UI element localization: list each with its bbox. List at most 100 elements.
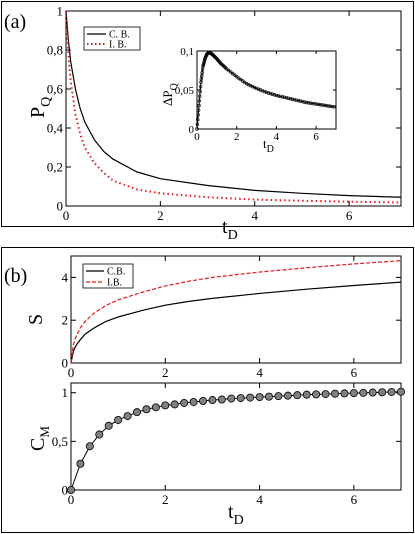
cm-marker: [180, 398, 189, 407]
inset-marker: [310, 101, 314, 106]
panel-a-axes-box: [65, 10, 402, 207]
inset-marker: [328, 104, 332, 108]
cm-marker: [359, 388, 368, 397]
inset-marker: [250, 84, 255, 89]
cm-curve: [70, 391, 402, 491]
cm-marker: [161, 401, 170, 410]
cm-marker: [132, 408, 141, 417]
cm-marker: [85, 442, 94, 451]
inset-marker: [198, 89, 202, 94]
panel-a-inset: 0 2 4 6 0 0,05 0,1: [175, 46, 337, 143]
legend-b-ib-label: I.B.: [107, 278, 122, 289]
panel-b-bottom-axes-box: [70, 382, 402, 491]
panel-b-top-xtick-label: 2: [162, 365, 169, 380]
cm-marker: [274, 392, 283, 401]
panel-b-top-xtick-label: 6: [351, 365, 358, 380]
inset-marker: [298, 99, 302, 103]
inset-marker: [199, 80, 203, 84]
inset-marker: [202, 61, 206, 66]
cm-marker: [217, 395, 226, 404]
inset-marker: [199, 77, 204, 81]
panel-b-bottom-xtick-label: 0: [68, 492, 75, 507]
panel-a-xtick-label: 4: [251, 208, 258, 223]
cm-marker: [151, 403, 160, 412]
panel-b-top-axes-box: [70, 255, 402, 364]
cm-marker: [198, 396, 207, 405]
cm-marker: [123, 412, 132, 421]
cm-marker: [208, 396, 217, 405]
cm-marker: [114, 415, 123, 424]
panel-b-bottom-xtick-label: 6: [351, 492, 358, 507]
panel-a-xtick-label: 2: [157, 208, 164, 223]
panel-b-xlabel: tD: [228, 501, 244, 528]
cm-marker: [104, 421, 113, 430]
panel-a-frame: [1, 1, 414, 227]
inset-marker: [266, 91, 271, 95]
inset-marker: [302, 100, 306, 104]
cm-marker: [67, 485, 76, 494]
inset-marker: [288, 97, 293, 101]
cm-marker: [95, 430, 104, 439]
inset-marker: [276, 94, 281, 98]
inset-marker: [196, 117, 200, 122]
entropy-ib-curve: [70, 260, 402, 364]
inset-marker: [280, 95, 285, 99]
cm-marker: [76, 459, 85, 468]
cm-marker: [396, 387, 405, 396]
inset-marker: [306, 101, 310, 105]
cm-marker: [283, 391, 292, 400]
inset-ytick-label: 0,1: [180, 46, 194, 58]
panel-b-legend: C.B. I.B.: [82, 263, 134, 289]
inset-marker: [330, 104, 334, 109]
panel-b-bottom-xtick-label: 2: [162, 492, 169, 507]
panel-b-bottom-ytick-label: 0: [62, 483, 69, 498]
panel-b-top-ytick-label: 2: [62, 313, 69, 328]
panel-a-ytick-label: 0,6: [47, 82, 64, 97]
inset-marker: [244, 82, 249, 86]
entropy-cb-curve: [70, 281, 402, 364]
inset-marker: [258, 88, 263, 92]
panel-b-top-xtick-label: 0: [68, 365, 75, 380]
inset-background: [197, 51, 336, 129]
inset-marker: [202, 60, 206, 64]
inset-marker: [272, 93, 277, 97]
inset-marker: [316, 102, 320, 107]
inset-marker: [308, 101, 312, 105]
panel-b-top-ytick-label: 0: [62, 356, 69, 371]
inset-marker: [296, 98, 300, 103]
inset-marker: [254, 86, 259, 91]
cm-marker: [312, 390, 321, 399]
inset-xtick-label: 4: [274, 131, 280, 143]
inset-marker: [201, 64, 205, 69]
panel-b-bottom-ylabel: CM: [27, 426, 52, 451]
cm-marker: [293, 391, 302, 400]
cm-marker: [264, 392, 273, 401]
legend-ib-label: I. B.: [109, 40, 127, 51]
cm-marker: [142, 405, 151, 414]
cm-marker: [255, 393, 264, 402]
panel-b-bottom-ytick-label: 1: [62, 385, 69, 400]
inset-marker: [196, 113, 200, 117]
inset-marker: [264, 90, 269, 95]
cm-marker: [340, 389, 349, 398]
panel-b-top-plot: 0 2 4 6 0 2 4: [62, 255, 402, 380]
inset-marker: [197, 103, 201, 108]
panel-b-top-xtick-label: 4: [256, 365, 263, 380]
inset-marker: [290, 97, 295, 101]
inset-marker: [246, 82, 251, 87]
inset-marker: [314, 102, 318, 106]
panel-a-legend: C. B. I. B.: [83, 26, 141, 51]
inset-marker: [252, 85, 257, 90]
panel-b-frame: [1, 247, 414, 533]
panel-a-xlabel: tD: [222, 216, 238, 243]
cm-marker: [246, 393, 255, 402]
panel-a-ylabel: PQ: [27, 97, 54, 118]
inset-marker: [322, 103, 326, 107]
cm-marker: [321, 390, 330, 399]
inset-marker: [198, 85, 203, 89]
panel-b-bottom-ytick-label: 0,5: [52, 434, 68, 449]
inset-ytick-label: 0: [189, 124, 195, 136]
panel-a-ytick-label: 0,4: [47, 121, 64, 136]
panel-a-label: (a): [4, 11, 26, 33]
cm-marker: [227, 394, 236, 403]
